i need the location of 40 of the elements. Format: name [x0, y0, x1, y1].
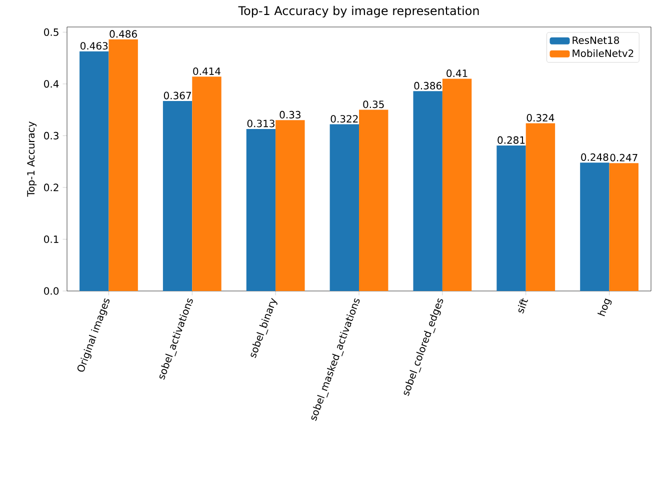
- bar: [442, 78, 472, 291]
- data-label: 0.247: [610, 154, 638, 162]
- legend-label: ResNet18: [572, 36, 620, 44]
- y-tick-label: 0.5: [44, 28, 58, 36]
- y-tick-label: 0.1: [44, 235, 58, 243]
- bar: [413, 91, 442, 291]
- data-label: 0.248: [581, 153, 608, 161]
- data-label: 0.41: [446, 70, 468, 78]
- y-tick-label: 0.2: [44, 184, 58, 192]
- data-label: 0.414: [193, 67, 220, 75]
- bar: [609, 163, 638, 291]
- chart-title: Top-1 Accuracy by image representation: [238, 6, 479, 18]
- data-label: 0.33: [280, 110, 300, 118]
- bar: [192, 76, 222, 291]
- data-label: 0.313: [247, 120, 274, 128]
- x-tick-label: hog: [597, 298, 612, 316]
- x-tick-label: sift: [518, 298, 528, 314]
- bar: [580, 162, 610, 291]
- y-tick-label: 0.3: [44, 132, 58, 140]
- bar: [496, 146, 526, 291]
- data-label: 0.386: [414, 82, 442, 90]
- bar: [246, 128, 276, 291]
- bar: [276, 120, 305, 291]
- bar: [330, 124, 360, 291]
- data-label: 0.367: [164, 92, 191, 100]
- bar: [162, 101, 192, 291]
- bar: [80, 51, 109, 291]
- data-label: 0.463: [80, 42, 108, 50]
- bar: [108, 39, 138, 291]
- data-label: 0.486: [110, 30, 137, 38]
- y-tick-label: 0.0: [44, 287, 59, 295]
- y-axis-title: Top-1 Accuracy: [27, 122, 37, 197]
- data-label: 0.322: [330, 115, 358, 123]
- bar: [526, 123, 556, 291]
- data-label: 0.281: [498, 136, 525, 144]
- legend-label: MobileNetv2: [572, 49, 634, 58]
- data-label: 0.324: [526, 114, 554, 122]
- data-label: 0.35: [363, 100, 384, 108]
- bar: [359, 110, 388, 291]
- y-tick-label: 0.4: [44, 80, 59, 88]
